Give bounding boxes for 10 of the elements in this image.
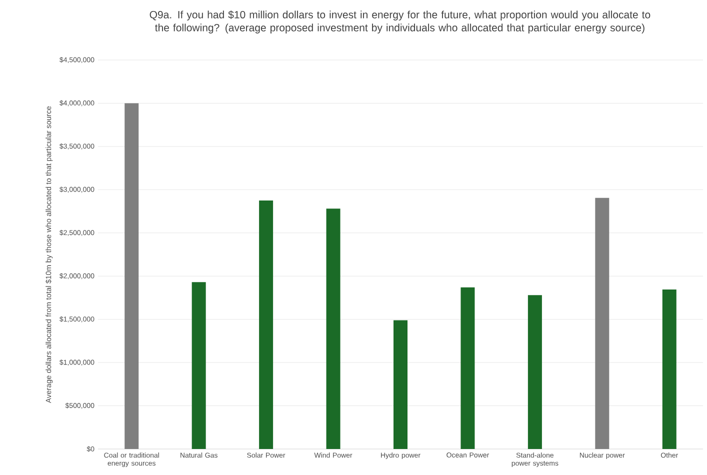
bar — [124, 103, 139, 449]
bar — [394, 320, 408, 449]
bar — [528, 295, 542, 449]
chart-title: Q9a. If you had $10 million dollars to invest in energy for the future, what proportion would you allocate to the following? (average proposed investment by individuals who allocated that particular energy source) — [150, 10, 650, 34]
bar — [662, 290, 676, 449]
bar — [460, 287, 475, 449]
bar — [326, 208, 340, 449]
bar — [259, 200, 274, 449]
bar — [595, 198, 610, 449]
bar — [192, 282, 206, 449]
